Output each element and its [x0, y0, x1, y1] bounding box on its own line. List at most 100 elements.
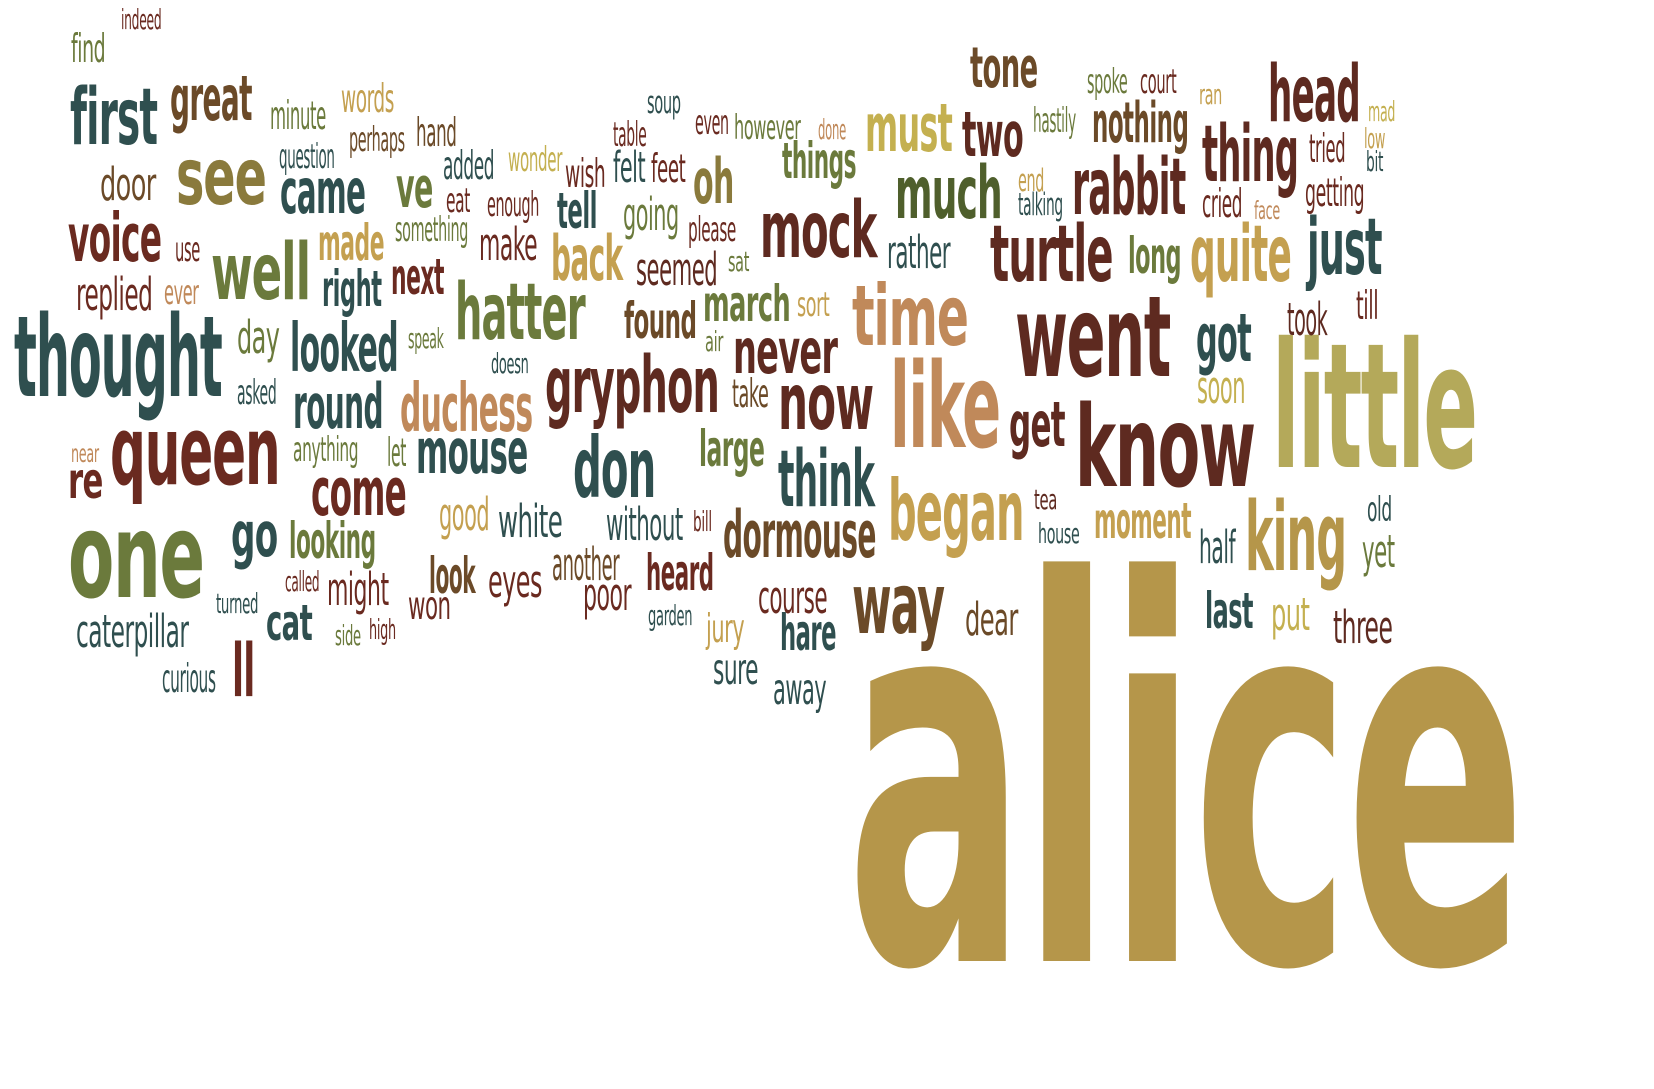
word-sat: sat [728, 245, 750, 278]
word-right: right [322, 260, 382, 318]
word-large: large [699, 420, 765, 478]
word-going: going [623, 188, 679, 241]
word-air: air [705, 325, 724, 358]
word-feet: feet [651, 147, 686, 192]
word-called: called [285, 565, 320, 598]
word-quite: quite [1190, 210, 1292, 300]
word-well: well [211, 228, 311, 318]
word-looking: looking [289, 512, 376, 570]
word-cried: cried [1202, 182, 1243, 227]
word-put: put [1271, 588, 1310, 641]
word-another: another [552, 538, 620, 591]
word-must: must [865, 89, 953, 167]
word-voice: voice [68, 199, 162, 277]
word-replied: replied [76, 268, 153, 321]
word-never: never [733, 315, 838, 388]
word-ve: ve [396, 156, 433, 221]
word-bill: bill [693, 505, 712, 538]
word-like: like [890, 337, 1001, 475]
word-old: old [1367, 490, 1392, 530]
word-away: away [773, 665, 827, 715]
word-face: face [1254, 196, 1280, 225]
word-garden: garden [648, 599, 693, 632]
word-won: won [408, 584, 451, 629]
word-great: great [170, 62, 252, 135]
word-good: good [439, 488, 490, 541]
word-think: think [778, 435, 875, 525]
word-began: began [888, 462, 1025, 560]
word-don: don [573, 419, 656, 517]
word-now: now [778, 358, 874, 448]
word-see: see [176, 133, 267, 223]
word-spoke: spoke [1087, 62, 1128, 102]
word-wish: wish [565, 152, 606, 197]
word-went: went [1015, 273, 1171, 403]
word-speak: speak [408, 322, 444, 355]
word-duchess: duchess [400, 369, 533, 447]
word-things: things [782, 132, 857, 190]
word-day: day [237, 311, 280, 364]
word-tell: tell [557, 182, 597, 240]
word-mad: mad [1368, 95, 1396, 128]
word-however: however [734, 108, 801, 148]
word-side: side [335, 619, 361, 652]
word-rabbit: rabbit [1072, 143, 1186, 233]
word-words: words [341, 77, 394, 122]
word-look: look [429, 547, 476, 605]
word-court: court [1140, 62, 1177, 102]
word-wonder: wonder [508, 140, 563, 180]
word-march: march [703, 275, 791, 333]
word-round: round [293, 370, 383, 443]
word-dear: dear [965, 593, 1018, 646]
word-minute: minute [270, 94, 326, 139]
word-know: know [1075, 383, 1256, 513]
word-much: much [895, 151, 1003, 236]
word-hastily: hastily [1033, 101, 1076, 141]
word-oh: oh [693, 145, 734, 218]
word-three: three [1333, 601, 1393, 654]
word-found: found [624, 292, 697, 350]
word-last: last [1205, 582, 1253, 640]
word-got: got [1196, 299, 1252, 377]
word-dormouse: dormouse [723, 498, 876, 573]
word-course: course [758, 571, 828, 624]
word-sure: sure [713, 645, 759, 695]
word-high: high [369, 613, 396, 646]
word-turned: turned [216, 587, 259, 620]
word-way: way [852, 555, 945, 653]
word-time: time [852, 267, 969, 365]
word-gryphon: gryphon [545, 341, 720, 431]
word-thought: thought [14, 293, 223, 423]
word-question: question [279, 137, 335, 177]
word-getting: getting [1305, 171, 1365, 216]
word-seemed: seemed [636, 243, 718, 296]
word-cat: cat [266, 594, 313, 652]
word-mock: mock [760, 186, 877, 276]
word-queen: queen [110, 397, 281, 507]
word-turtle: turtle [990, 210, 1114, 300]
word-house: house [1038, 517, 1080, 550]
word-please: please [688, 210, 736, 250]
word-without: without [606, 498, 683, 551]
word-ever: ever [164, 273, 199, 313]
word-came: came [280, 155, 366, 228]
word-nothing: nothing [1092, 91, 1189, 156]
word-use: use [175, 230, 201, 270]
word-table: table [613, 115, 647, 155]
word-ll: ll [232, 629, 255, 714]
word-eyes: eyes [488, 555, 542, 608]
word-long: long [1128, 227, 1182, 285]
word-hand: hand [416, 111, 457, 156]
word-end: end [1018, 163, 1045, 199]
word-let: let [387, 431, 406, 476]
word-felt: felt [613, 143, 646, 193]
word-soup: soup [647, 85, 681, 121]
word-something: something [395, 210, 469, 250]
word-take: take [732, 372, 769, 417]
word-just: just [1307, 203, 1383, 293]
word-perhaps: perhaps [349, 120, 405, 160]
word-soon: soon [1197, 361, 1246, 414]
word-make: make [479, 218, 538, 271]
word-poor: poor [583, 568, 632, 621]
word-enough: enough [487, 185, 540, 225]
